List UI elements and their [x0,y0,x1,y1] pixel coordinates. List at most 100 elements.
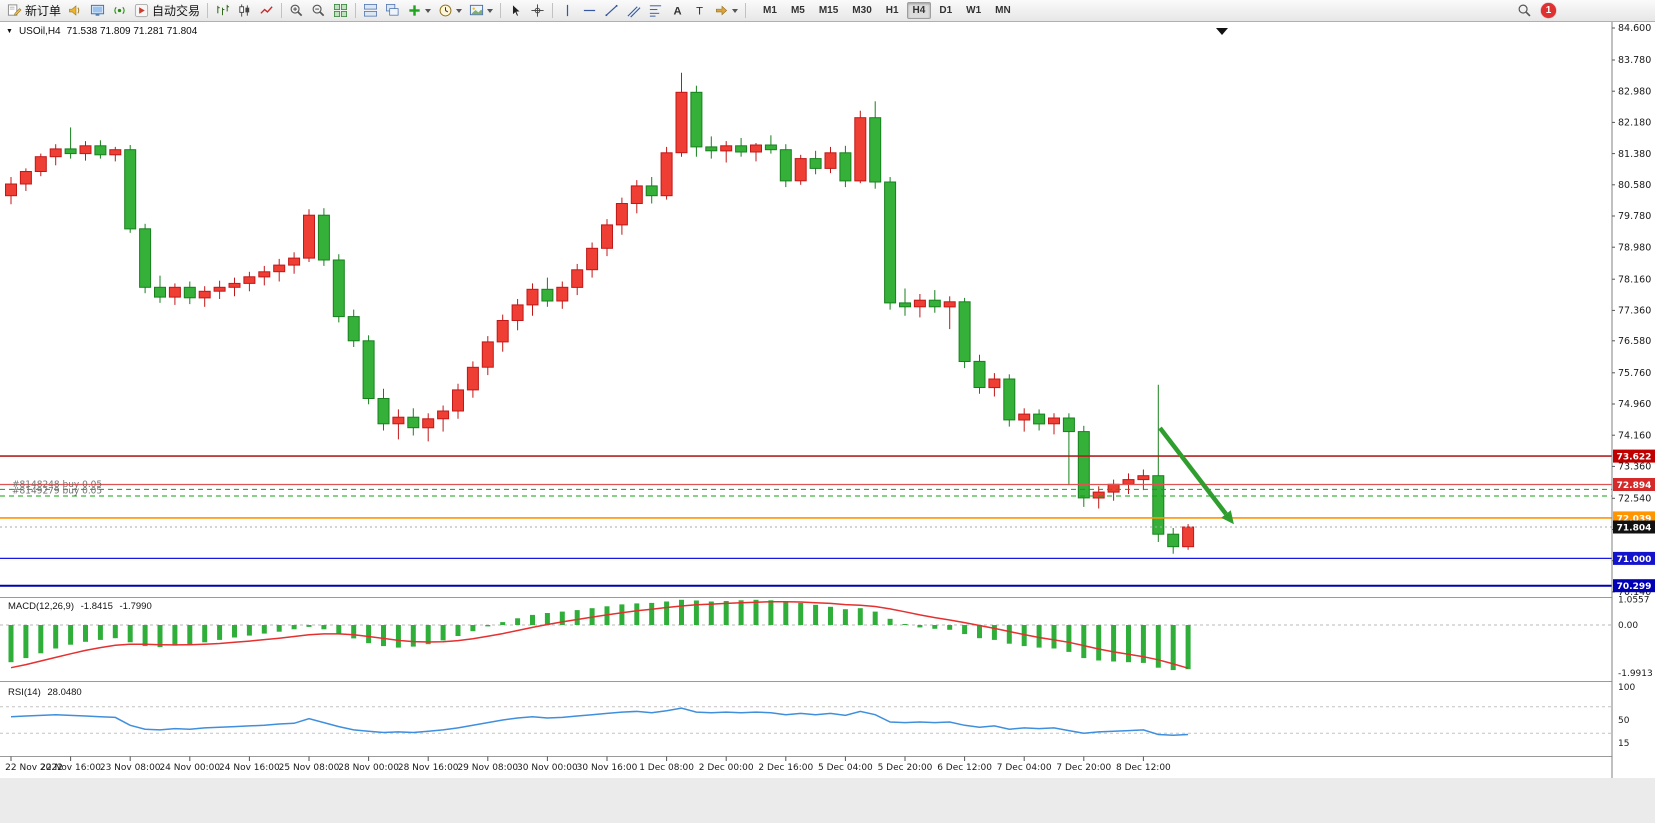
auto-trading-button[interactable]: 自动交易 [131,1,203,21]
chart-canvas[interactable]: #8148248 buy 0.05#8149279 buy 0.05 84.600… [0,22,1655,823]
auto-trading-button-label: 自动交易 [152,4,201,18]
line-chart-button[interactable] [256,1,277,21]
svg-text:73.622: 73.622 [1617,453,1652,463]
rsi-scale-label: 15 [1618,739,1629,749]
shapes-button[interactable] [711,1,741,21]
channel-button[interactable] [623,1,644,21]
label-button[interactable]: T [689,1,710,21]
text-icon: A [673,5,681,17]
svg-text:82.180: 82.180 [1618,118,1651,129]
svg-text:81.380: 81.380 [1618,149,1651,160]
position-label: #8148248 buy 0.05 [12,480,102,490]
timeframe-m30[interactable]: M30 [852,5,872,16]
timeframe-w1[interactable]: W1 [966,5,982,16]
window-bottom-strip [0,778,1655,823]
chart-background[interactable] [0,22,1655,778]
svg-text:77.360: 77.360 [1618,306,1651,317]
new-order-icon [7,4,22,16]
text-button[interactable]: A [667,1,688,21]
toolbar-right-group: 1 [1514,1,1556,21]
svg-text:30 Nov 16:00: 30 Nov 16:00 [577,763,638,773]
cascade-icon [386,4,399,16]
macd-scale-label: -1.9913 [1618,669,1653,679]
svg-text:28 Nov 00:00: 28 Nov 00:00 [338,763,399,773]
svg-text:73.360: 73.360 [1618,462,1651,473]
toolbar: 新订单 自动交易 A T M1 M5 M15 M30 H1 H4 D1 W1 MN 1 [0,0,1655,22]
auto-trading-icon [134,3,149,18]
bar-chart-button[interactable] [212,1,233,21]
indicators-button[interactable] [404,1,434,21]
toolbar-separator [745,3,747,18]
cascade-windows-button[interactable] [382,1,403,21]
sound-icon [69,5,80,16]
svg-text:22 Nov 2022: 22 Nov 2022 [5,763,63,773]
price-scale[interactable] [1612,22,1655,778]
indicators-icon [409,5,420,16]
chart-header: ▼ USOil,H4 71.538 71.809 71.281 71.804 [6,26,197,37]
tile-windows-button[interactable] [330,1,351,21]
cursor-icon [512,4,521,17]
toolbar-separator [281,3,283,18]
arrow-annotation[interactable] [1158,426,1234,525]
periods-button[interactable] [435,1,465,21]
trendline-icon [605,4,618,17]
crosshair-button[interactable] [527,1,548,21]
macd-scale-label: 1.0557 [1618,596,1650,606]
svg-text:25 Nov 08:00: 25 Nov 08:00 [279,763,340,773]
macd-indicator-label: MACD(12,26,9) -1.8415 -1.7990 [8,601,156,612]
rsi-name: RSI(14) [8,687,41,698]
candlesticks [5,72,1195,554]
fibonacci-button[interactable] [645,1,666,21]
chart-symbol-period: USOil,H4 [18,26,61,37]
search-button[interactable] [1514,1,1535,21]
svg-text:74.960: 74.960 [1618,399,1651,410]
template-icon [469,4,484,16]
svg-text:78.160: 78.160 [1618,274,1651,285]
timeframe-m5[interactable]: M5 [790,5,805,16]
vertical-line-button[interactable] [557,1,578,21]
timeframe-h1[interactable]: H1 [885,5,899,16]
timeframe-mn[interactable]: MN [995,5,1011,16]
timeframe-m1[interactable]: M1 [763,5,777,16]
zoom-out-button[interactable] [308,1,329,21]
terminal-button[interactable] [87,1,108,21]
svg-text:80.580: 80.580 [1618,180,1651,191]
arrange-windows-button[interactable] [360,1,381,21]
sound-button[interactable] [65,1,86,21]
svg-text:5 Dec 04:00: 5 Dec 04:00 [818,763,873,773]
timeframe-m15[interactable]: M15 [818,5,839,16]
svg-text:A: A [673,5,681,17]
new-order-button[interactable]: 新订单 [4,1,64,21]
label-icon: T [696,5,703,17]
cursor-button[interactable] [505,1,526,21]
toolbar-separator [355,3,357,18]
toolbar-separator [500,3,502,18]
svg-text:7 Dec 20:00: 7 Dec 20:00 [1056,763,1111,773]
svg-text:2 Dec 00:00: 2 Dec 00:00 [699,763,754,773]
svg-text:29 Nov 08:00: 29 Nov 08:00 [457,763,518,773]
chart-shift-marker[interactable] [1216,28,1228,35]
svg-text:22 Nov 16:00: 22 Nov 16:00 [40,763,101,773]
candlestick-button[interactable] [234,1,255,21]
signal-icon [114,6,125,15]
svg-text:T: T [696,5,703,17]
timeframe-d1[interactable]: D1 [939,5,953,16]
zoom-in-button[interactable] [286,1,307,21]
macd-scale-label: 0.00 [1618,621,1638,631]
dropdown-caret-icon [456,8,463,13]
svg-text:2 Dec 16:00: 2 Dec 16:00 [758,763,813,773]
horizontal-line-button[interactable] [579,1,600,21]
trendline-button[interactable] [601,1,622,21]
collapse-triangle-icon[interactable]: ▼ [6,28,13,35]
macd-signal-line [10,600,1189,669]
bar-chart-icon [217,4,230,16]
signal-button[interactable] [109,1,130,21]
shapes-icon [716,5,728,16]
templates-button[interactable] [466,1,496,21]
timeframe-h4[interactable]: H4 [906,2,932,19]
notification-badge[interactable]: 1 [1541,3,1556,18]
svg-text:72.894: 72.894 [1617,481,1652,491]
toolbar-button-group: 新订单 自动交易 A T [4,1,749,21]
period-icon [439,4,452,17]
